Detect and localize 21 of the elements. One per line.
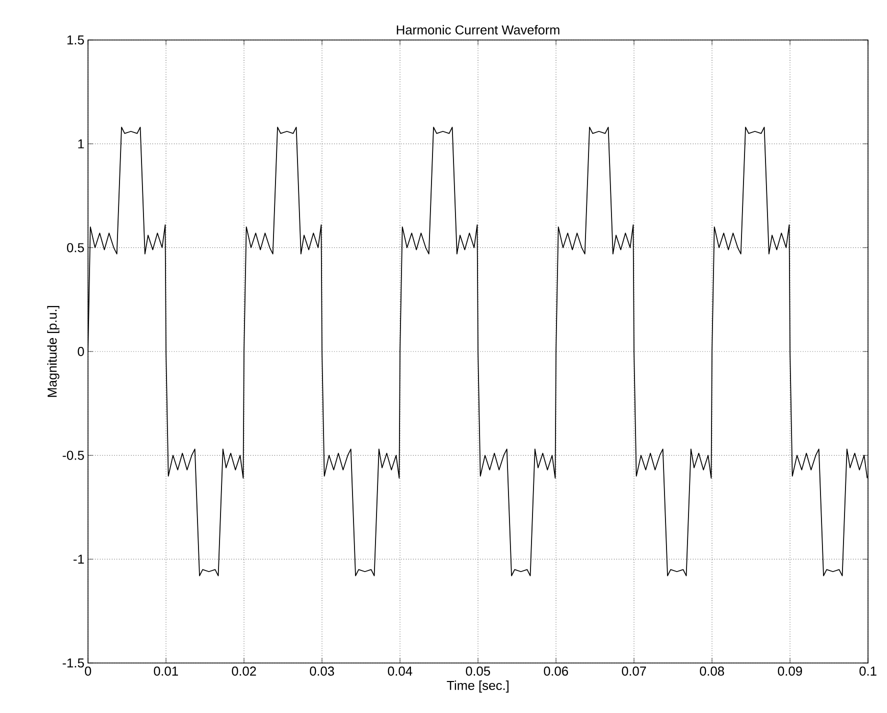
x-tick-label: 0.02 bbox=[232, 666, 256, 676]
x-tick-label: 0.04 bbox=[388, 666, 412, 676]
y-tick-label: 1.5 bbox=[67, 35, 84, 45]
y-tick-label: 0.5 bbox=[66, 243, 84, 252]
y-tick-label: 1 bbox=[78, 139, 84, 148]
x-tick-label: 0.06 bbox=[544, 666, 568, 676]
x-tick-label: 0 bbox=[84, 666, 92, 676]
y-axis-title: Magnitude [p.u.] bbox=[47, 306, 60, 397]
x-tick-label: 0.05 bbox=[466, 666, 490, 676]
chart-title: Harmonic Current Waveform bbox=[396, 24, 560, 34]
x-tick-label: 0.1 bbox=[860, 666, 876, 676]
x-tick-label: 0.08 bbox=[700, 666, 724, 676]
y-tick-label: -1 bbox=[74, 554, 84, 564]
x-tick-label: 0.07 bbox=[622, 666, 646, 676]
x-axis-title: Time [sec.] bbox=[446, 680, 508, 693]
x-tick-label: 0.03 bbox=[310, 666, 334, 676]
x-tick-label: 0.09 bbox=[778, 666, 802, 676]
y-tick-label: 0 bbox=[78, 346, 84, 356]
y-tick-label: -1.5 bbox=[62, 658, 84, 668]
x-tick-label: 0.01 bbox=[154, 666, 178, 676]
y-tick-label: -0.5 bbox=[62, 450, 84, 460]
